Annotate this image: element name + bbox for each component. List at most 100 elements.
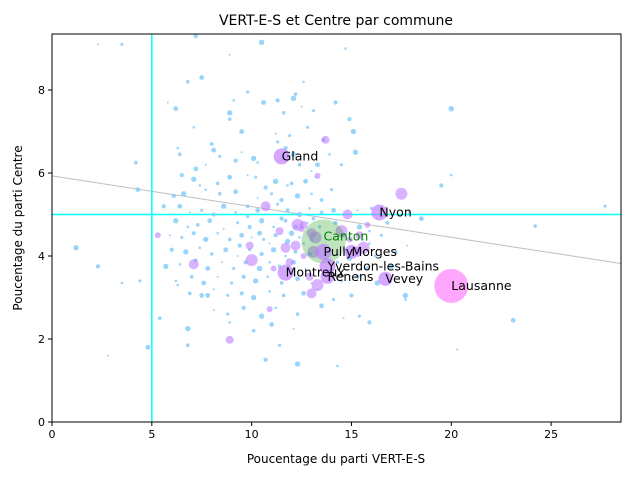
commune-point <box>349 293 354 298</box>
commune-point <box>456 348 459 351</box>
commune-point <box>365 266 370 271</box>
commune-point <box>268 260 271 264</box>
commune-point <box>279 216 284 221</box>
commune-point <box>357 314 362 318</box>
commune-point <box>270 192 274 196</box>
commune-point <box>250 294 257 301</box>
commune-point <box>161 204 166 209</box>
commune-point-medium <box>321 135 330 144</box>
commune-point-medium <box>266 306 273 313</box>
commune-point <box>281 293 286 298</box>
commune-point <box>120 42 124 46</box>
commune-label: Montreux <box>286 265 345 280</box>
commune-point <box>239 129 245 134</box>
commune-point <box>285 208 290 213</box>
commune-point <box>329 188 334 192</box>
commune-point <box>177 152 182 157</box>
commune-point <box>402 292 409 299</box>
commune-point <box>246 215 250 219</box>
commune-point <box>138 279 142 283</box>
commune-point <box>192 126 196 129</box>
commune-label: Nyon <box>379 204 411 219</box>
commune-point <box>328 153 331 156</box>
commune-point <box>204 163 207 166</box>
commune-point <box>273 233 278 238</box>
commune-point <box>239 291 244 296</box>
commune-point <box>388 263 395 270</box>
commune-point-medium <box>355 231 364 240</box>
x-tick-label: 5 <box>148 428 155 441</box>
commune-label: Yverdon-les-Bains <box>327 258 440 273</box>
commune-point <box>201 280 207 286</box>
commune-point <box>284 254 287 258</box>
commune-point <box>177 203 183 209</box>
commune-point <box>257 230 263 236</box>
commune-point <box>205 293 211 298</box>
commune-point <box>198 246 202 249</box>
commune-point <box>310 192 313 196</box>
commune-point <box>274 132 277 135</box>
commune-point <box>134 160 138 165</box>
commune-point <box>254 175 258 179</box>
commune-point <box>302 242 305 245</box>
commune-point <box>272 225 275 229</box>
commune-point <box>347 116 352 122</box>
x-axis-label: Poucentage du parti VERT-E-S <box>247 452 425 466</box>
commune-point <box>276 140 280 144</box>
commune-point <box>336 364 339 368</box>
commune-point <box>418 216 424 222</box>
commune-point <box>239 232 245 238</box>
commune-point <box>237 243 242 248</box>
commune-point <box>268 290 271 293</box>
commune-point <box>246 90 250 94</box>
commune-point-medium <box>395 187 408 200</box>
commune-point <box>166 101 169 104</box>
commune-point <box>230 281 234 285</box>
commune-point <box>185 343 190 348</box>
commune-point <box>335 260 340 264</box>
commune-point-medium <box>188 259 199 270</box>
commune-point <box>179 172 184 178</box>
commune-point <box>279 197 284 203</box>
commune-point-labeled <box>344 244 359 259</box>
commune-point <box>227 110 233 116</box>
commune-point <box>350 128 357 135</box>
commune-point-labeled <box>319 258 336 275</box>
x-tick-label: 25 <box>544 428 558 441</box>
commune-point <box>212 288 215 291</box>
commune-point <box>297 162 302 167</box>
commune-point <box>218 154 222 158</box>
commune-point <box>232 266 236 271</box>
commune-point <box>266 275 269 279</box>
commune-point <box>290 151 297 158</box>
commune-point <box>379 233 383 237</box>
commune-label: Lausanne <box>451 278 512 293</box>
y-tick-label: 2 <box>38 333 45 346</box>
commune-point <box>226 293 230 297</box>
commune-point <box>305 125 310 129</box>
commune-point <box>308 207 311 210</box>
commune-point <box>603 204 607 208</box>
commune-point <box>270 247 277 253</box>
commune-point <box>296 211 303 218</box>
axes-layer: 0 5 10 15 20 25 0 2 4 6 8 <box>38 33 622 441</box>
canton-label: Canton <box>324 228 369 243</box>
y-axis-label: Poucentage du parti Centre <box>11 145 25 310</box>
commune-point <box>106 354 109 357</box>
commune-point <box>255 207 261 213</box>
commune-point-medium <box>270 265 277 272</box>
commune-point <box>333 220 338 225</box>
commune-point <box>374 280 381 286</box>
commune-point <box>367 320 372 325</box>
commune-point <box>288 134 292 138</box>
commune-point <box>256 196 259 199</box>
commune-point <box>178 263 182 266</box>
commune-point <box>168 234 171 237</box>
commune-point <box>293 250 298 254</box>
commune-point <box>290 95 297 102</box>
points-layer <box>73 34 607 368</box>
commune-point <box>319 210 324 215</box>
y-tick-label: 6 <box>38 167 45 180</box>
commune-point-medium <box>225 335 234 344</box>
